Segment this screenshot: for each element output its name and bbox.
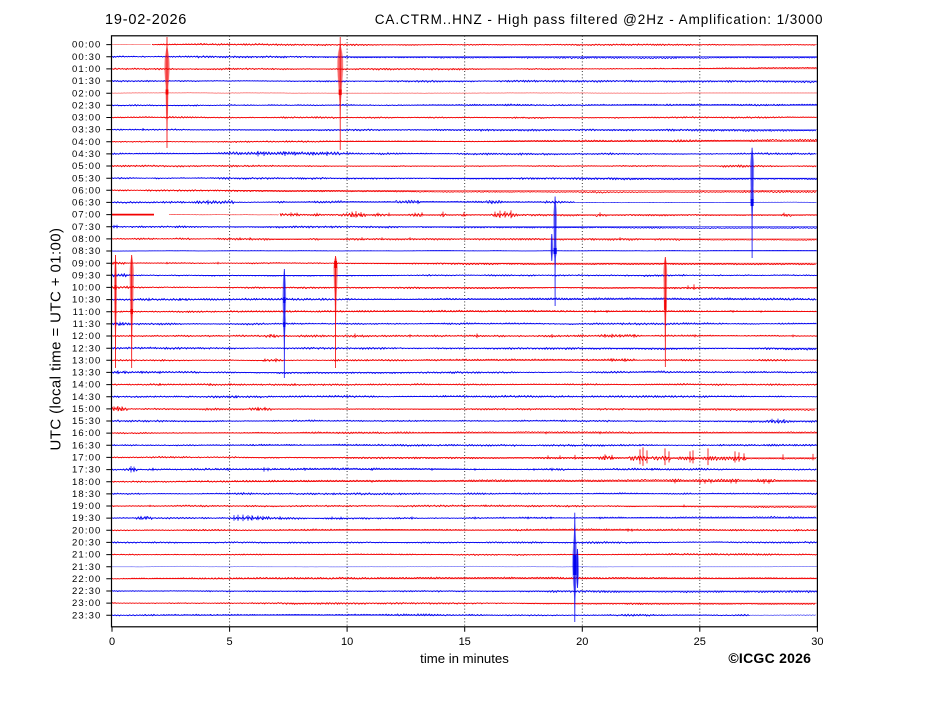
svg-text:15: 15 — [459, 636, 471, 648]
svg-text:19:30: 19:30 — [72, 513, 102, 524]
svg-text:10: 10 — [341, 636, 353, 648]
svg-text:19-02-2026: 19-02-2026 — [105, 12, 187, 28]
svg-text:08:30: 08:30 — [72, 246, 102, 257]
svg-text:07:30: 07:30 — [72, 222, 102, 233]
svg-text:12:30: 12:30 — [72, 343, 102, 354]
svg-text:16:00: 16:00 — [72, 428, 102, 439]
svg-text:14:30: 14:30 — [72, 392, 102, 403]
svg-text:05:00: 05:00 — [72, 161, 102, 172]
svg-text:11:30: 11:30 — [73, 319, 102, 330]
svg-text:12:00: 12:00 — [72, 331, 102, 342]
svg-text:05:30: 05:30 — [72, 173, 102, 184]
svg-text:03:30: 03:30 — [72, 125, 102, 136]
svg-text:06:00: 06:00 — [72, 185, 102, 196]
svg-text:18:00: 18:00 — [72, 477, 102, 488]
svg-text:00:00: 00:00 — [72, 40, 102, 51]
svg-text:21:30: 21:30 — [72, 562, 102, 573]
svg-text:21:00: 21:00 — [72, 550, 102, 561]
svg-text:06:30: 06:30 — [72, 198, 102, 209]
svg-text:16:30: 16:30 — [72, 440, 102, 451]
svg-text:CA.CTRM..HNZ - High pass filte: CA.CTRM..HNZ - High pass filtered @2Hz -… — [375, 12, 824, 27]
svg-text:17:00: 17:00 — [72, 453, 102, 464]
svg-text:22:30: 22:30 — [72, 586, 102, 597]
svg-text:15:30: 15:30 — [72, 416, 102, 427]
svg-text:5: 5 — [227, 636, 233, 648]
svg-text:UTC (local time = UTC + 01:00): UTC (local time = UTC + 01:00) — [48, 228, 65, 451]
svg-text:30: 30 — [811, 636, 823, 648]
svg-text:15:00: 15:00 — [72, 404, 102, 415]
svg-text:08:00: 08:00 — [72, 234, 102, 245]
svg-text:01:30: 01:30 — [72, 76, 102, 87]
svg-text:13:00: 13:00 — [72, 355, 102, 366]
svg-text:20:00: 20:00 — [72, 525, 102, 536]
svg-text:25: 25 — [694, 636, 706, 648]
svg-text:00:30: 00:30 — [72, 52, 102, 63]
svg-text:23:30: 23:30 — [72, 610, 102, 621]
svg-text:11:00: 11:00 — [73, 307, 102, 318]
svg-text:17:30: 17:30 — [72, 465, 102, 476]
svg-text:time in minutes: time in minutes — [420, 651, 509, 666]
svg-text:©ICGC 2026: ©ICGC 2026 — [728, 650, 811, 666]
svg-text:20:30: 20:30 — [72, 538, 102, 549]
svg-text:10:00: 10:00 — [72, 283, 102, 294]
svg-text:01:00: 01:00 — [72, 64, 102, 75]
svg-text:19:00: 19:00 — [72, 501, 102, 512]
svg-text:07:00: 07:00 — [72, 210, 102, 221]
svg-text:04:30: 04:30 — [72, 149, 102, 160]
svg-text:0: 0 — [109, 636, 115, 648]
svg-text:14:00: 14:00 — [72, 380, 102, 391]
svg-text:22:00: 22:00 — [72, 574, 102, 585]
svg-text:03:00: 03:00 — [72, 113, 102, 124]
svg-text:09:00: 09:00 — [72, 258, 102, 269]
svg-text:09:30: 09:30 — [72, 270, 102, 281]
svg-text:10:30: 10:30 — [72, 295, 102, 306]
svg-text:20: 20 — [576, 636, 588, 648]
svg-text:18:30: 18:30 — [72, 489, 102, 500]
svg-text:02:00: 02:00 — [72, 88, 102, 99]
svg-text:23:00: 23:00 — [72, 598, 102, 609]
svg-text:04:00: 04:00 — [72, 137, 102, 148]
svg-text:13:30: 13:30 — [72, 368, 102, 379]
svg-text:02:30: 02:30 — [72, 100, 102, 111]
